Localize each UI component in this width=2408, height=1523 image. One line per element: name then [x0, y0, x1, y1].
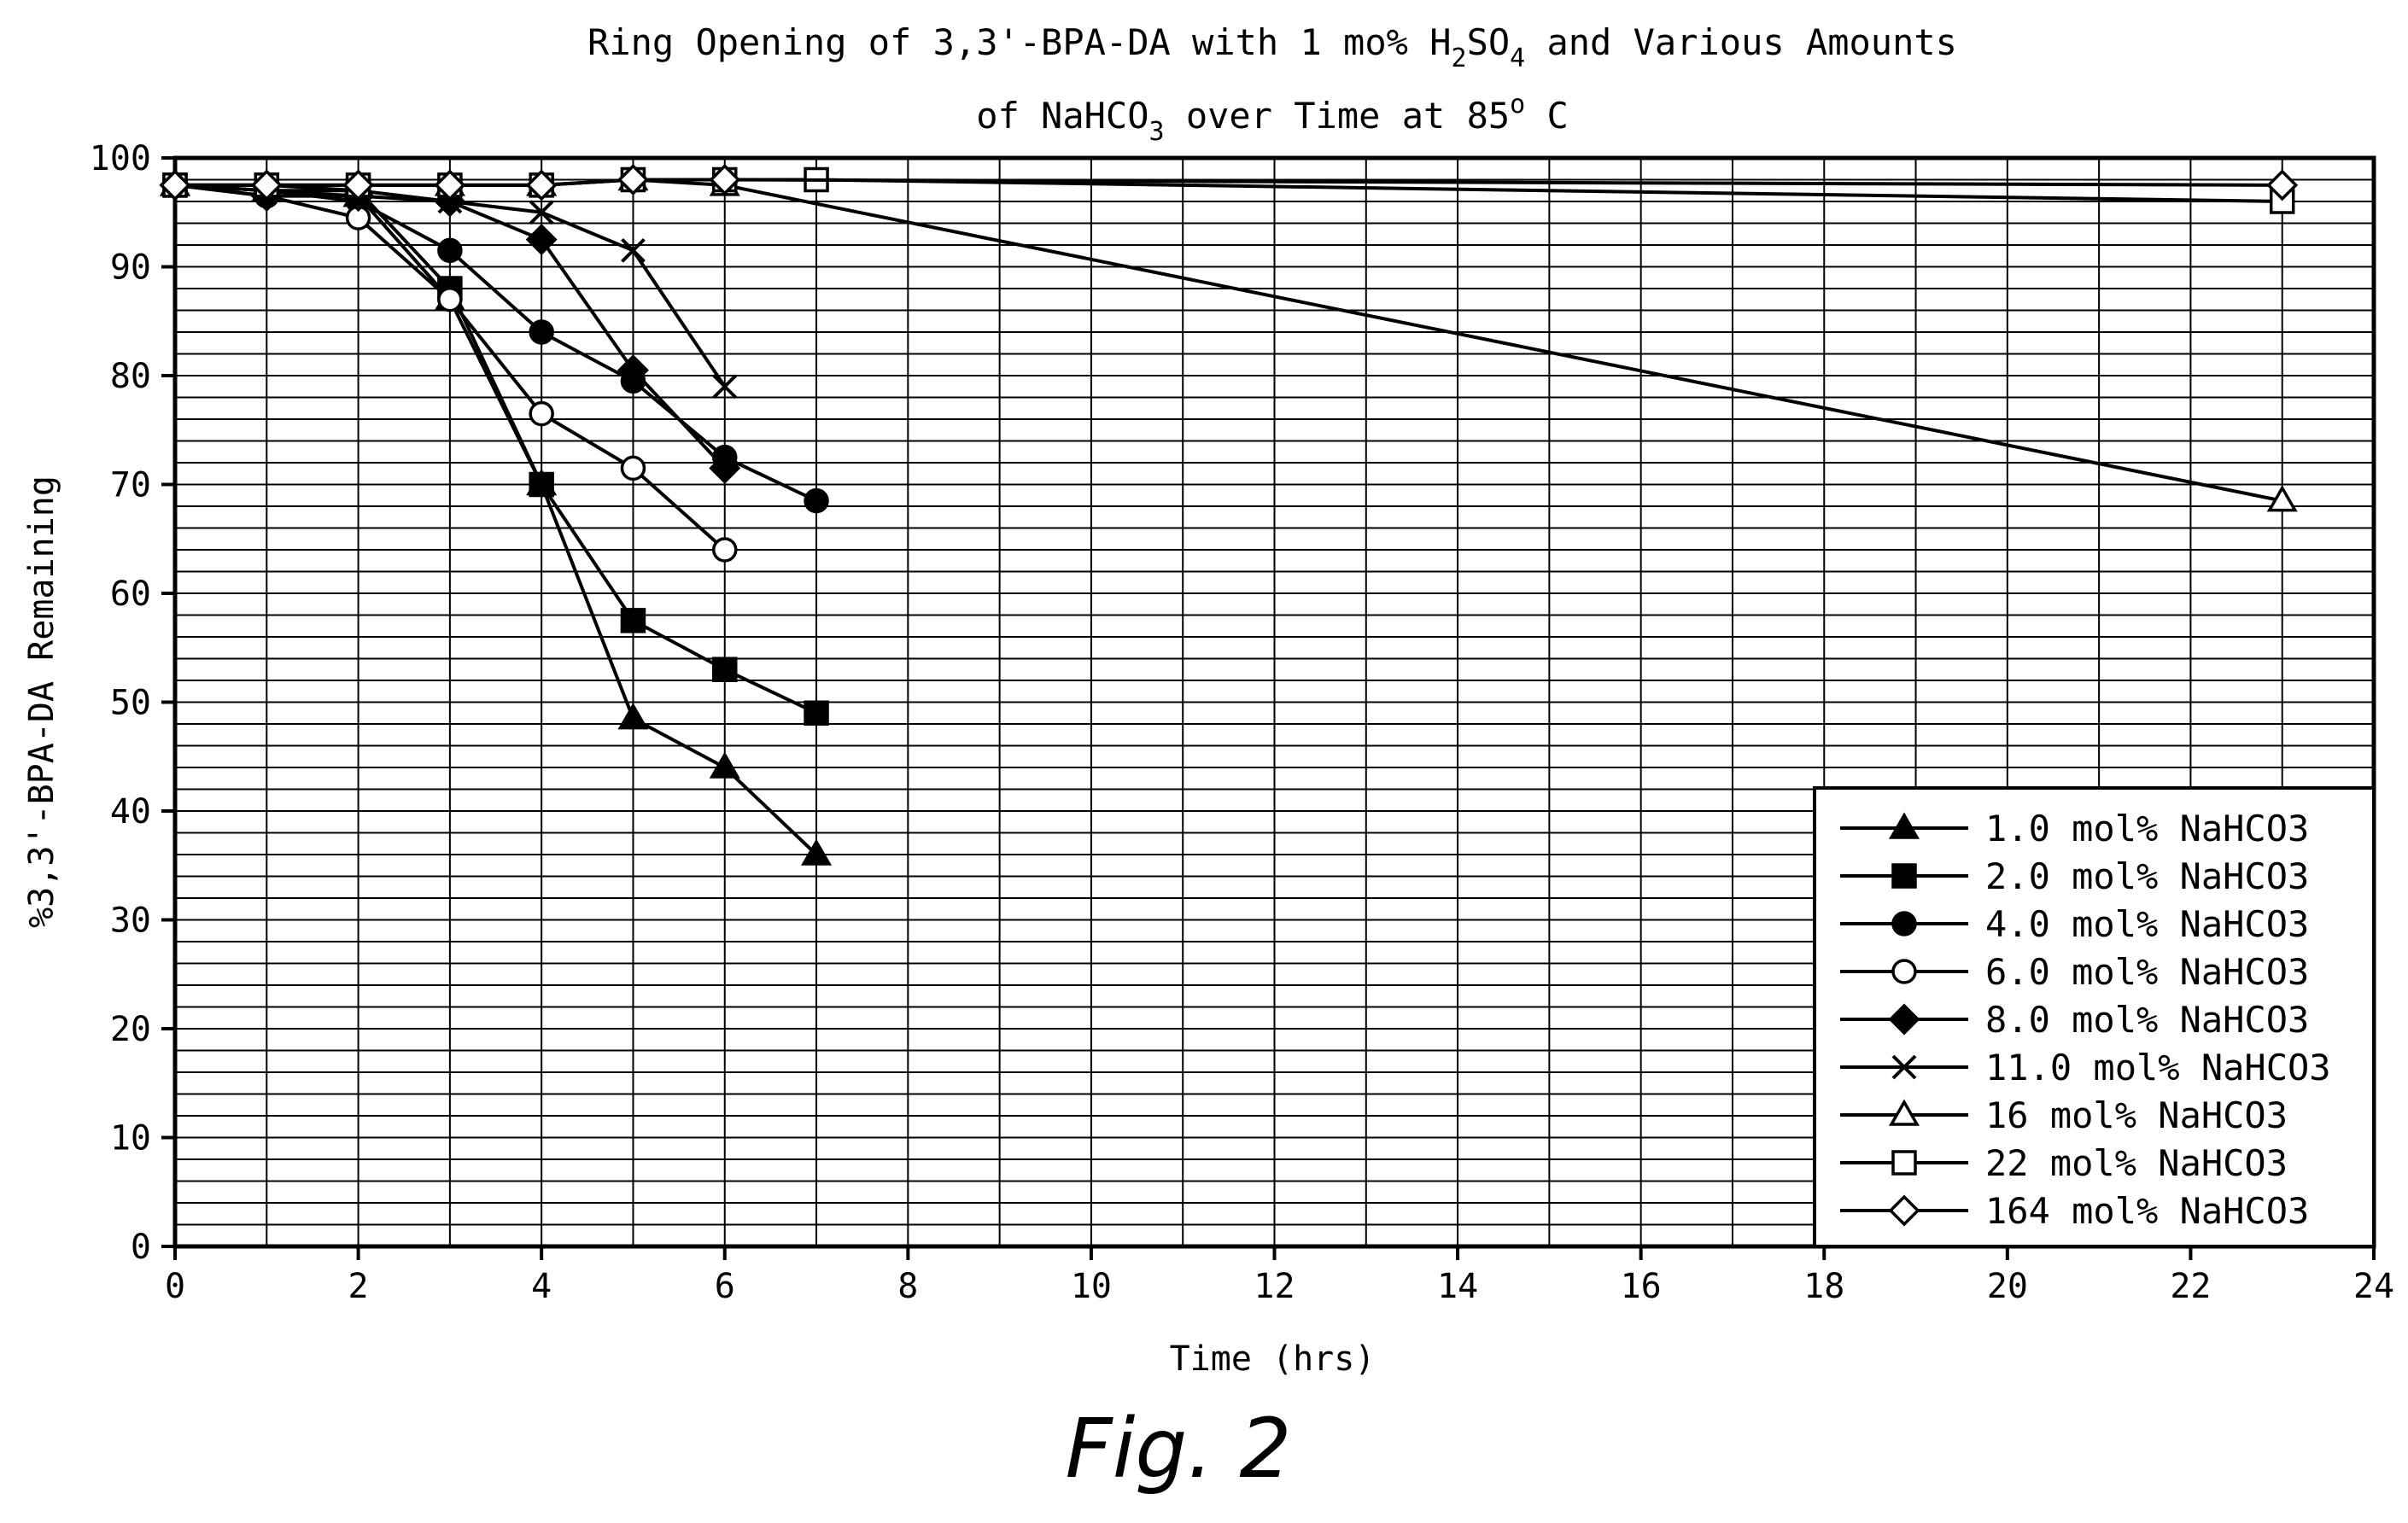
x-tick-label: 0 [165, 1267, 185, 1306]
y-tick-label: 40 [110, 792, 151, 832]
data-point [712, 374, 738, 400]
x-tick-label: 6 [715, 1267, 735, 1306]
legend-item-4: 6.0 mol% NaHCO3 [1840, 951, 2309, 993]
legend-marker [1891, 959, 1917, 984]
x-marker-stroke [1891, 1054, 1917, 1080]
data-point [437, 287, 463, 312]
legend-label: 6.0 mol% NaHCO3 [1985, 951, 2309, 993]
x-tick-label: 22 [2170, 1267, 2211, 1306]
legend-label: 8.0 mol% NaHCO3 [1985, 999, 2309, 1041]
legend-label: 2.0 mol% NaHCO3 [1985, 855, 2309, 897]
x-tick-label: 12 [1254, 1267, 1295, 1306]
x-marker-stroke [529, 200, 554, 225]
legend-label: 22 mol% NaHCO3 [1985, 1142, 2288, 1184]
x-tick-label: 14 [1437, 1267, 1478, 1306]
data-point [620, 608, 646, 633]
y-tick-label: 30 [110, 902, 151, 941]
y-tick-label: 60 [110, 575, 151, 614]
data-point [712, 537, 738, 563]
legend-label: 1.0 mol% NaHCO3 [1985, 808, 2309, 849]
data-point [525, 224, 558, 256]
x-marker-stroke [621, 237, 646, 263]
legend-label: 4.0 mol% NaHCO3 [1985, 903, 2309, 945]
y-tick-label: 10 [110, 1119, 151, 1158]
x-tick-label: 10 [1071, 1267, 1112, 1306]
x-tick-label: 18 [1803, 1267, 1844, 1306]
data-point [529, 319, 554, 345]
data-point [2266, 485, 2298, 512]
x-tick-label: 4 [531, 1267, 552, 1306]
data-point [617, 164, 649, 195]
figure-caption: Fig. 2 [1066, 1401, 1292, 1497]
data-point [709, 751, 740, 779]
data-point [342, 169, 375, 201]
x-axis-label: Time (hrs) [1170, 1339, 1376, 1379]
data-point [801, 838, 833, 866]
legend-item-9: 164 mol% NaHCO3 [1840, 1190, 2309, 1232]
legend-marker [1891, 863, 1917, 889]
data-point [617, 354, 649, 387]
legend-marker [1891, 1150, 1917, 1176]
legend-item-7: 16 mol% NaHCO3 [1840, 1094, 2288, 1136]
data-point [620, 455, 646, 481]
legend-marker [1891, 911, 1917, 937]
series-line [174, 183, 817, 503]
y-tick-label: 70 [110, 466, 151, 505]
data-point [529, 200, 554, 225]
data-point [437, 237, 463, 264]
legend-marker [1888, 812, 1920, 839]
y-tick-label: 90 [110, 248, 151, 288]
data-point [529, 400, 554, 427]
data-point [2266, 169, 2299, 201]
legend-item-8: 22 mol% NaHCO3 [1840, 1142, 2288, 1184]
data-point [804, 700, 829, 726]
y-axis-label: %3,3'-BPA-DA Remaining [22, 476, 61, 928]
x-marker-stroke [712, 374, 738, 400]
legend-label: 164 mol% NaHCO3 [1985, 1190, 2309, 1232]
data-point [621, 237, 646, 263]
data-point [709, 164, 741, 195]
chart-title-line-1: Ring Opening of 3,3'-BPA-DA with 1 mo% H… [587, 21, 1957, 73]
y-tick-label: 80 [110, 357, 151, 396]
legend-marker [1891, 1054, 1917, 1080]
x-tick-label: 24 [2353, 1267, 2394, 1306]
data-point [525, 169, 558, 201]
y-tick-label: 0 [131, 1228, 151, 1267]
tick-labels: 0 2 4 6 8 10 12 14 16 18 20 22 240102030405060708090… [90, 139, 2394, 1306]
legend: 1.0 mol% NaHCO3 2.0 mol% NaHCO3 4.0 mol% N… [1813, 786, 2376, 1248]
series-layer [159, 163, 2299, 866]
legend-label: 11.0 mol% NaHCO3 [1985, 1047, 2331, 1088]
data-point [434, 169, 466, 201]
x-tick-label: 20 [1987, 1267, 2028, 1306]
legend-label: 16 mol% NaHCO3 [1985, 1094, 2288, 1136]
chart-title-line-2: of NaHCO3 over Time at 85o C [976, 90, 1569, 147]
data-point [250, 169, 283, 201]
x-tick-label: 2 [348, 1267, 369, 1306]
legend-item-1: 1.0 mol% NaHCO3 [1840, 808, 2309, 849]
legend-item-6: 11.0 mol% NaHCO3 [1840, 1047, 2331, 1088]
y-tick-label: 20 [110, 1010, 151, 1049]
legend-item-3: 4.0 mol% NaHCO3 [1840, 903, 2309, 945]
series-9 [159, 164, 2299, 201]
data-point [617, 703, 649, 730]
data-point [709, 452, 741, 484]
legend-item-5: 8.0 mol% NaHCO3 [1840, 999, 2309, 1041]
x-tick-label: 8 [897, 1267, 918, 1306]
y-tick-label: 50 [110, 684, 151, 723]
legend-marker [1888, 1003, 1920, 1036]
x-tick-label: 16 [1621, 1267, 1662, 1306]
data-point [712, 656, 738, 682]
data-point [804, 487, 829, 514]
legend-marker [1888, 1099, 1920, 1126]
data-point [529, 471, 554, 498]
y-tick-label: 100 [90, 139, 151, 178]
legend-item-2: 2.0 mol% NaHCO3 [1840, 855, 2309, 897]
data-point [159, 169, 191, 201]
legend-marker [1888, 1194, 1920, 1227]
